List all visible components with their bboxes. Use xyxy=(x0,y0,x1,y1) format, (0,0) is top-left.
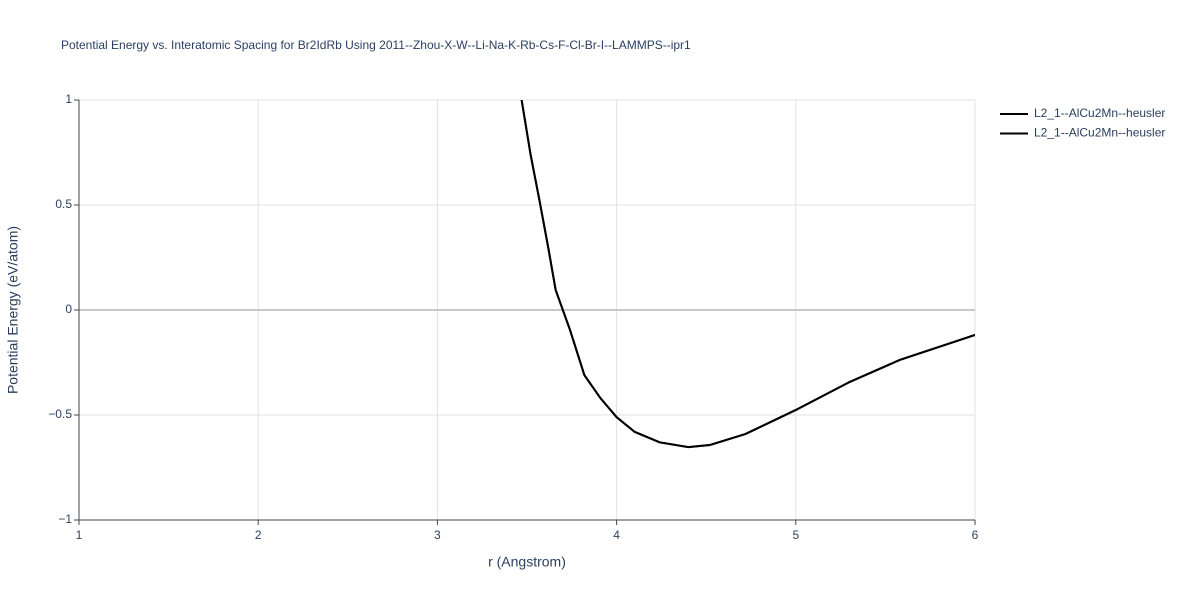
x-tick-label: 4 xyxy=(613,528,620,542)
line-series xyxy=(520,100,975,449)
y-tick-label: −0.5 xyxy=(48,407,72,421)
legend-label: L2_1--AlCu2Mn--heusler xyxy=(1034,106,1165,120)
y-tick-label: −1 xyxy=(58,512,72,526)
y-axis-title: Potential Energy (eV/atom) xyxy=(5,226,21,394)
x-axis-title: r (Angstrom) xyxy=(488,554,566,570)
x-tick-label: 3 xyxy=(434,528,441,542)
legend-label: L2_1--AlCu2Mn--heusler xyxy=(1034,126,1165,140)
x-tick-label: 2 xyxy=(255,528,262,542)
x-tick-label: 5 xyxy=(792,528,799,542)
x-tick-label: 6 xyxy=(972,528,979,542)
chart-title: Potential Energy vs. Interatomic Spacing… xyxy=(61,38,691,52)
y-tick-label: 0 xyxy=(65,302,72,316)
x-tick-label: 1 xyxy=(76,528,83,542)
y-tick-label: 1 xyxy=(65,92,72,106)
line-series xyxy=(520,100,975,449)
y-tick-label: 0.5 xyxy=(55,197,72,211)
